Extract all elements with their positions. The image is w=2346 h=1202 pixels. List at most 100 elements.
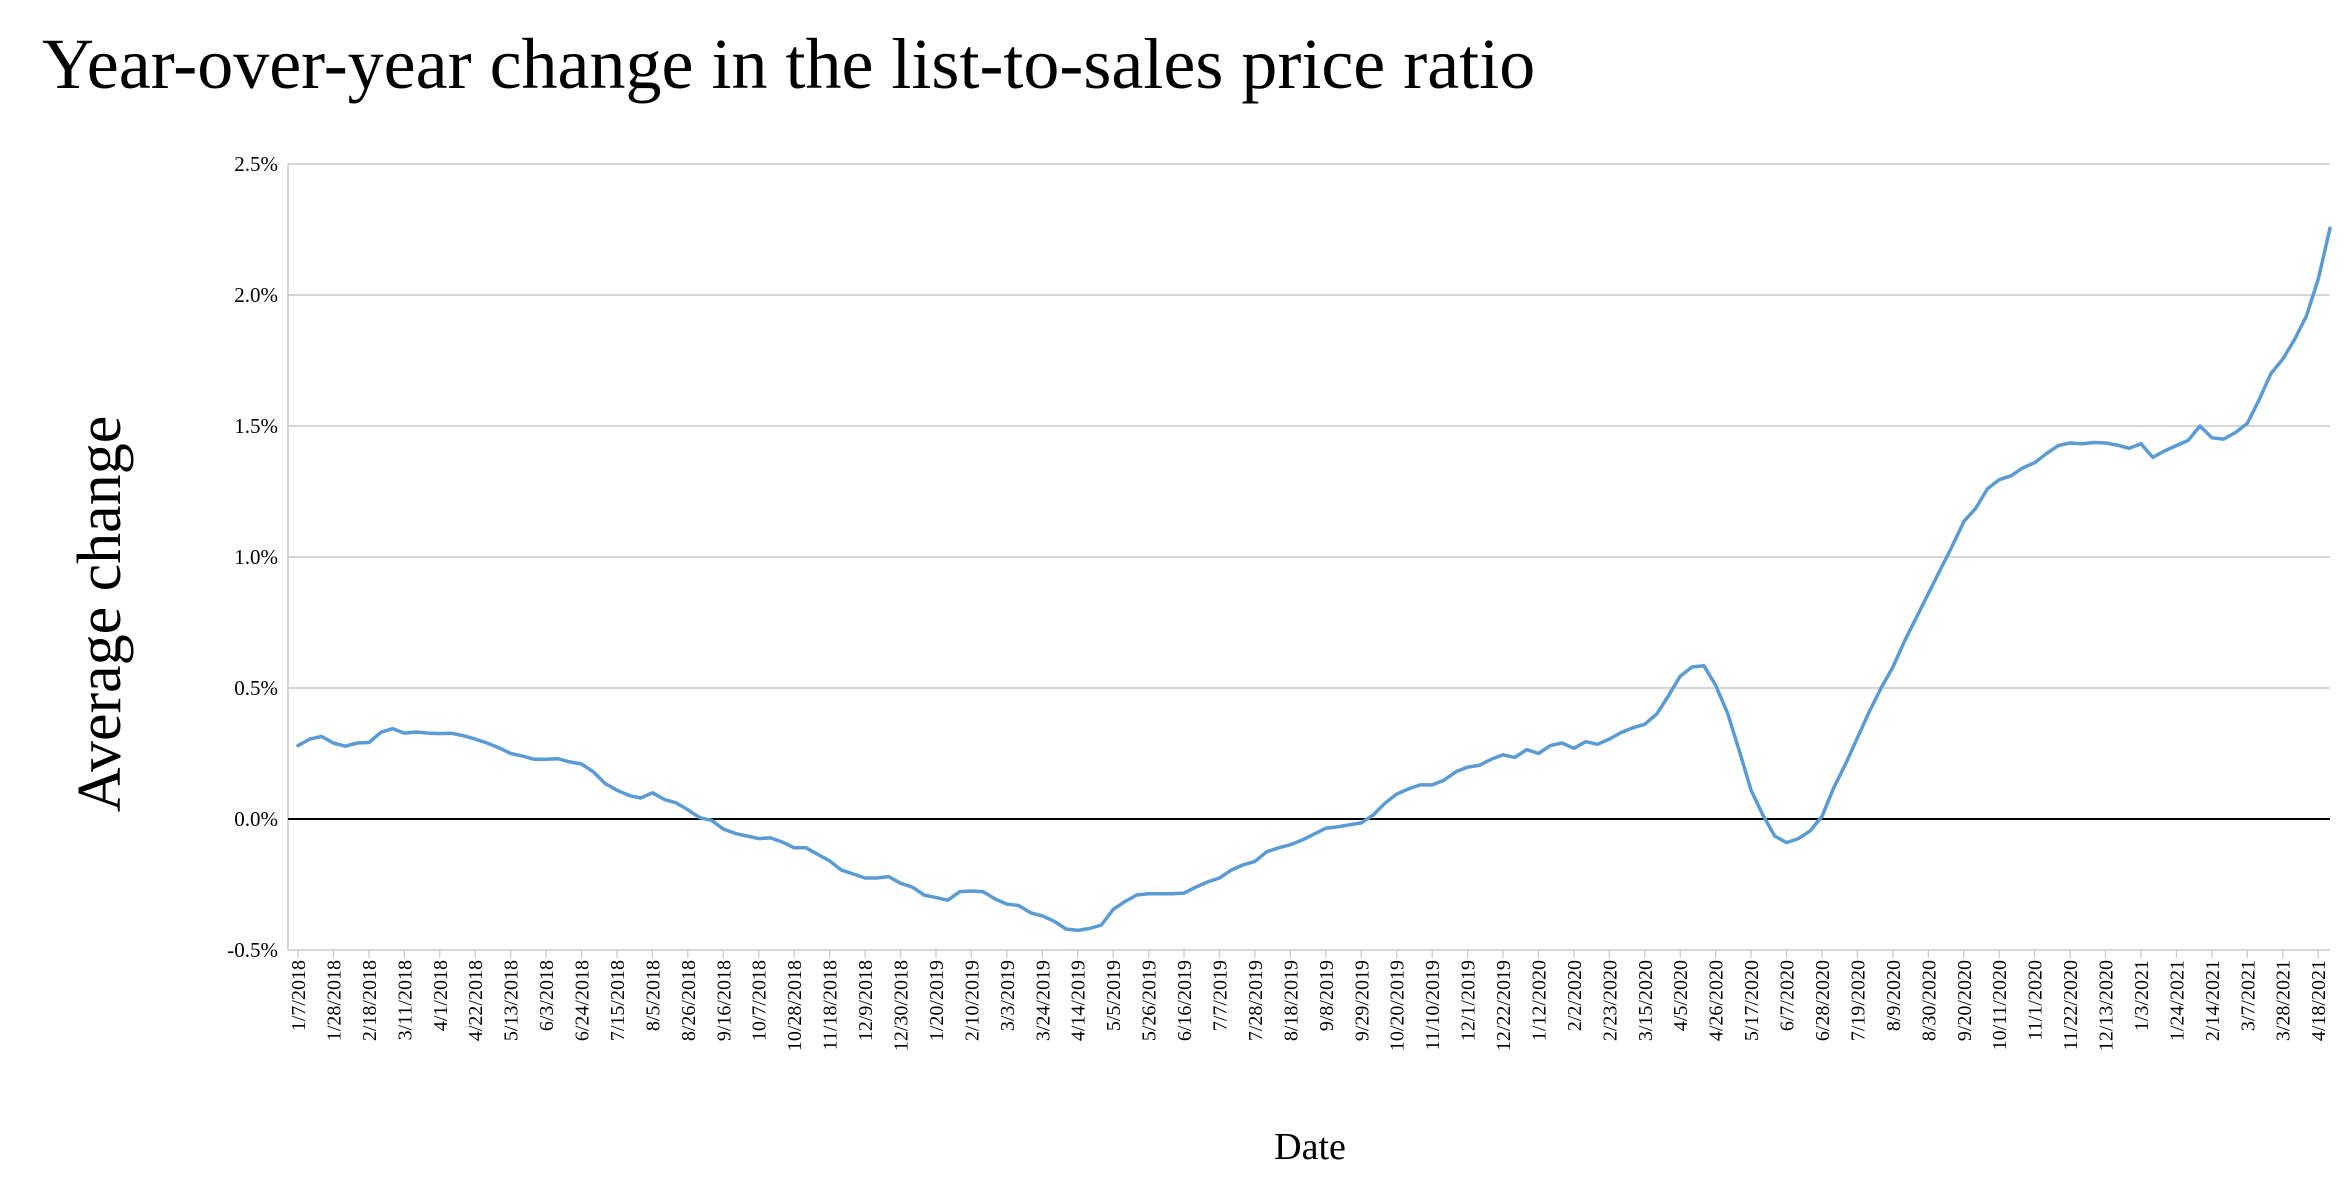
- data-point: [331, 741, 335, 745]
- data-point: [1926, 592, 1930, 596]
- data-point: [1537, 752, 1541, 756]
- data-point: [1832, 786, 1836, 790]
- data-point: [1773, 834, 1777, 838]
- x-tick-label: 1/12/2020: [1528, 960, 1550, 1041]
- data-point: [1194, 885, 1198, 889]
- data-point: [1950, 545, 1954, 549]
- data-point: [804, 846, 808, 850]
- x-tick-label: 11/1/2020: [2025, 960, 2047, 1040]
- data-point: [910, 885, 914, 889]
- data-point: [1513, 755, 1517, 759]
- data-point: [591, 770, 595, 774]
- y-tick-label: 2.5%: [234, 152, 278, 176]
- data-point: [497, 746, 501, 750]
- x-tick-label: 5/13/2018: [501, 960, 523, 1041]
- data-point: [1631, 726, 1635, 730]
- data-point: [934, 896, 938, 900]
- data-point: [1572, 746, 1576, 750]
- data-point: [698, 816, 702, 820]
- data-point: [1808, 829, 1812, 833]
- data-point: [2080, 442, 2084, 446]
- data-point: [769, 836, 773, 840]
- data-point: [1619, 731, 1623, 735]
- data-point: [875, 876, 879, 880]
- data-point: [1111, 907, 1115, 911]
- x-tick-label: 3/28/2021: [2273, 960, 2295, 1041]
- data-point: [426, 731, 430, 735]
- x-tick-label: 1/20/2019: [926, 960, 948, 1041]
- x-tick-label: 6/16/2019: [1174, 960, 1196, 1041]
- data-point: [2245, 421, 2249, 425]
- x-tick-label: 10/11/2020: [1989, 960, 2011, 1050]
- data-point: [414, 730, 418, 734]
- data-point: [1253, 859, 1257, 863]
- data-point: [1135, 893, 1139, 897]
- data-point: [2163, 449, 2167, 453]
- data-point: [2056, 444, 2060, 448]
- data-point: [473, 737, 477, 741]
- data-point: [580, 762, 584, 766]
- data-point: [1277, 846, 1281, 850]
- data-point: [2316, 277, 2320, 281]
- x-tick-label: 4/18/2021: [2308, 960, 2330, 1041]
- x-tick-label: 5/26/2019: [1139, 960, 1161, 1041]
- x-tick-label: 7/15/2018: [607, 960, 629, 1041]
- data-point: [2174, 444, 2178, 448]
- data-point: [1430, 783, 1434, 787]
- data-point: [1241, 863, 1245, 867]
- data-point: [1418, 783, 1422, 787]
- data-point: [757, 837, 761, 841]
- data-point: [1607, 737, 1611, 741]
- data-point: [2115, 443, 2119, 447]
- data-point: [2092, 441, 2096, 445]
- data-point: [1206, 880, 1210, 884]
- gridlines: [288, 163, 2330, 689]
- data-point: [2328, 226, 2332, 230]
- data-point: [686, 808, 690, 812]
- data-point: [485, 741, 489, 745]
- x-tick-label: 6/24/2018: [572, 960, 594, 1041]
- data-point: [615, 788, 619, 792]
- data-point: [2127, 446, 2131, 450]
- data-point: [780, 840, 784, 844]
- y-tick-label: 1.5%: [234, 414, 278, 438]
- data-point: [2068, 441, 2072, 445]
- data-point: [1288, 843, 1292, 847]
- data-point: [568, 760, 572, 764]
- y-tick-label: 0.5%: [234, 676, 278, 700]
- data-point: [863, 876, 867, 880]
- data-point: [1442, 778, 1446, 782]
- data-point: [1383, 801, 1387, 805]
- y-tick-label: 1.0%: [234, 545, 278, 569]
- x-tick-label: 2/18/2018: [359, 960, 381, 1041]
- x-tick-label: 7/28/2019: [1245, 960, 1267, 1041]
- x-tick-label: 4/22/2018: [465, 960, 487, 1041]
- x-tick-label: 3/24/2019: [1032, 960, 1054, 1041]
- x-tick-label: 2/10/2019: [961, 960, 983, 1041]
- data-point: [662, 797, 666, 801]
- data-point: [2198, 424, 2202, 428]
- data-point: [1596, 742, 1600, 746]
- y-tick-label: 0.0%: [234, 807, 278, 831]
- data-point: [1761, 813, 1765, 817]
- data-point: [1690, 665, 1694, 669]
- y-tick-label: 2.0%: [234, 283, 278, 307]
- data-point: [1336, 825, 1340, 829]
- data-point: [1466, 765, 1470, 769]
- data-point: [710, 818, 714, 822]
- x-tick-labels: 1/7/2018 1/28/2018 2/18/2018 3/11/2018 4/1/2…: [288, 950, 2330, 1051]
- data-point: [1347, 823, 1351, 827]
- data-point: [1938, 568, 1942, 572]
- x-tick-label: 4/1/2018: [430, 960, 452, 1031]
- data-point: [544, 757, 548, 761]
- data-point: [1324, 826, 1328, 830]
- x-tick-label: 4/14/2019: [1068, 960, 1090, 1041]
- x-tick-label: 2/14/2021: [2202, 960, 2224, 1041]
- x-tick-label: 3/7/2021: [2237, 960, 2259, 1031]
- data-point: [1300, 838, 1304, 842]
- data-point: [1454, 770, 1458, 774]
- data-point: [792, 846, 796, 850]
- data-point: [922, 893, 926, 897]
- data-point: [1029, 911, 1033, 915]
